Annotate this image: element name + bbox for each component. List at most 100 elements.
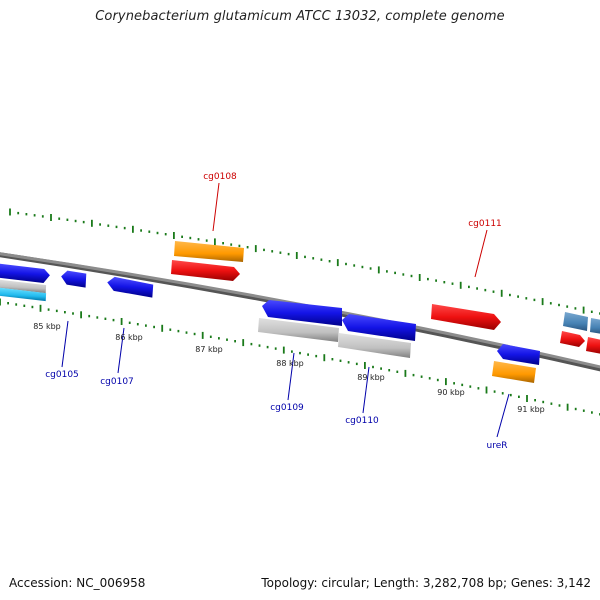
- outer-tick-ring: [9, 208, 600, 315]
- feature-blue-cg0109: [262, 300, 342, 326]
- inner-minor-tick: [469, 385, 472, 388]
- inner-minor-tick: [88, 314, 91, 318]
- kbp-label-87: 87 kbp: [195, 345, 223, 354]
- outer-minor-tick: [509, 293, 511, 297]
- leader-cg0108: [212, 182, 220, 232]
- inner-minor-tick: [258, 344, 261, 347]
- leader-cg0111: [474, 229, 488, 278]
- inner-minor-tick: [226, 338, 228, 341]
- outer-major-tick: [377, 266, 380, 274]
- inner-minor-tick: [274, 347, 277, 350]
- inner-minor-tick: [372, 365, 374, 369]
- outer-major-tick: [91, 219, 93, 227]
- outer-minor-tick: [312, 257, 315, 260]
- inner-minor-tick: [518, 395, 520, 398]
- inner-minor-tick: [453, 382, 455, 385]
- feature-red-right-1: [560, 331, 585, 347]
- gene-label-cg0108: cg0108: [203, 172, 237, 182]
- feature-red-right-2: [586, 337, 600, 354]
- inner-major-tick: [323, 354, 326, 362]
- inner-minor-tick: [193, 332, 196, 336]
- outer-minor-tick: [271, 250, 274, 253]
- inner-minor-tick: [136, 323, 139, 326]
- gene-label-cg0111: cg0111: [468, 219, 502, 229]
- inner-minor-tick: [396, 370, 399, 373]
- outer-minor-tick: [353, 264, 356, 267]
- inner-minor-tick: [501, 392, 504, 395]
- outer-minor-tick: [189, 236, 192, 240]
- gene-label-ureR: ureR: [487, 441, 508, 451]
- outer-minor-tick: [115, 225, 118, 229]
- inner-minor-tick: [15, 303, 18, 306]
- outer-minor-tick: [304, 255, 306, 259]
- inner-minor-tick: [542, 400, 545, 404]
- outer-major-tick: [336, 259, 339, 267]
- outer-minor-tick: [33, 214, 36, 217]
- inner-minor-tick: [96, 316, 99, 319]
- outer-minor-tick: [82, 220, 85, 224]
- inner-minor-tick: [339, 359, 342, 362]
- outer-minor-tick: [492, 290, 495, 293]
- kbp-label-91: 91 kbp: [517, 405, 545, 414]
- inner-tick-ring: [0, 298, 600, 416]
- inner-minor-tick: [145, 324, 147, 327]
- inner-major-tick: [39, 304, 42, 312]
- gene-label-cg0107: cg0107: [100, 377, 134, 387]
- inner-minor-tick: [461, 383, 464, 387]
- kbp-label-89: 89 kbp: [357, 373, 385, 382]
- outer-minor-tick: [443, 281, 446, 284]
- outer-minor-tick: [361, 265, 364, 269]
- inner-minor-tick: [355, 362, 358, 366]
- outer-major-tick: [132, 225, 134, 233]
- inner-minor-tick: [388, 369, 391, 372]
- gene-label-cg0109: cg0109: [270, 403, 304, 413]
- outer-minor-tick: [246, 246, 249, 249]
- inner-major-tick: [566, 403, 569, 411]
- inner-minor-tick: [380, 367, 382, 370]
- outer-major-tick: [459, 281, 462, 289]
- outer-major-tick: [173, 232, 175, 239]
- inner-minor-tick: [291, 350, 293, 353]
- inner-minor-tick: [436, 378, 439, 382]
- inner-minor-tick: [23, 304, 26, 307]
- feature-steel-right-2: [590, 318, 600, 334]
- inner-minor-tick: [266, 345, 269, 349]
- outer-minor-tick: [58, 217, 61, 220]
- outer-minor-tick: [156, 231, 159, 235]
- inner-minor-tick: [209, 335, 212, 338]
- outer-major-tick: [9, 208, 11, 216]
- outer-minor-tick: [66, 218, 69, 221]
- outer-minor-tick: [279, 251, 282, 254]
- outer-major-tick: [254, 245, 257, 253]
- inner-minor-tick: [169, 328, 172, 331]
- outer-minor-tick: [525, 297, 528, 300]
- inner-major-tick: [485, 386, 488, 394]
- outer-minor-tick: [320, 258, 323, 261]
- outer-minor-tick: [558, 303, 560, 307]
- outer-minor-tick: [476, 287, 478, 290]
- inner-minor-tick: [582, 409, 585, 412]
- outer-minor-tick: [574, 307, 577, 310]
- feature-cyan-left: [0, 287, 47, 302]
- gene-label-cg0105: cg0105: [45, 370, 79, 380]
- inner-minor-tick: [31, 305, 34, 309]
- inner-minor-tick: [347, 361, 350, 364]
- outer-minor-tick: [287, 252, 290, 256]
- outer-minor-tick: [386, 270, 388, 273]
- leader-cg0105: [61, 320, 69, 368]
- inner-minor-tick: [128, 321, 131, 324]
- outer-minor-tick: [140, 229, 142, 232]
- outer-minor-tick: [328, 260, 331, 263]
- inner-minor-tick: [550, 402, 553, 405]
- topology-text: Topology: circular; Length: 3,282,708 bp…: [261, 576, 591, 590]
- outer-minor-tick: [197, 238, 200, 241]
- outer-minor-tick: [230, 243, 233, 246]
- feature-gray-cg0110: [338, 333, 411, 358]
- inner-major-tick: [161, 324, 164, 332]
- feature-blue-cg0107: [107, 276, 154, 298]
- feature-orange-cg0108: [174, 241, 244, 262]
- kbp-label-90: 90 kbp: [437, 388, 465, 397]
- inner-minor-tick: [185, 331, 188, 334]
- outer-minor-tick: [345, 262, 347, 266]
